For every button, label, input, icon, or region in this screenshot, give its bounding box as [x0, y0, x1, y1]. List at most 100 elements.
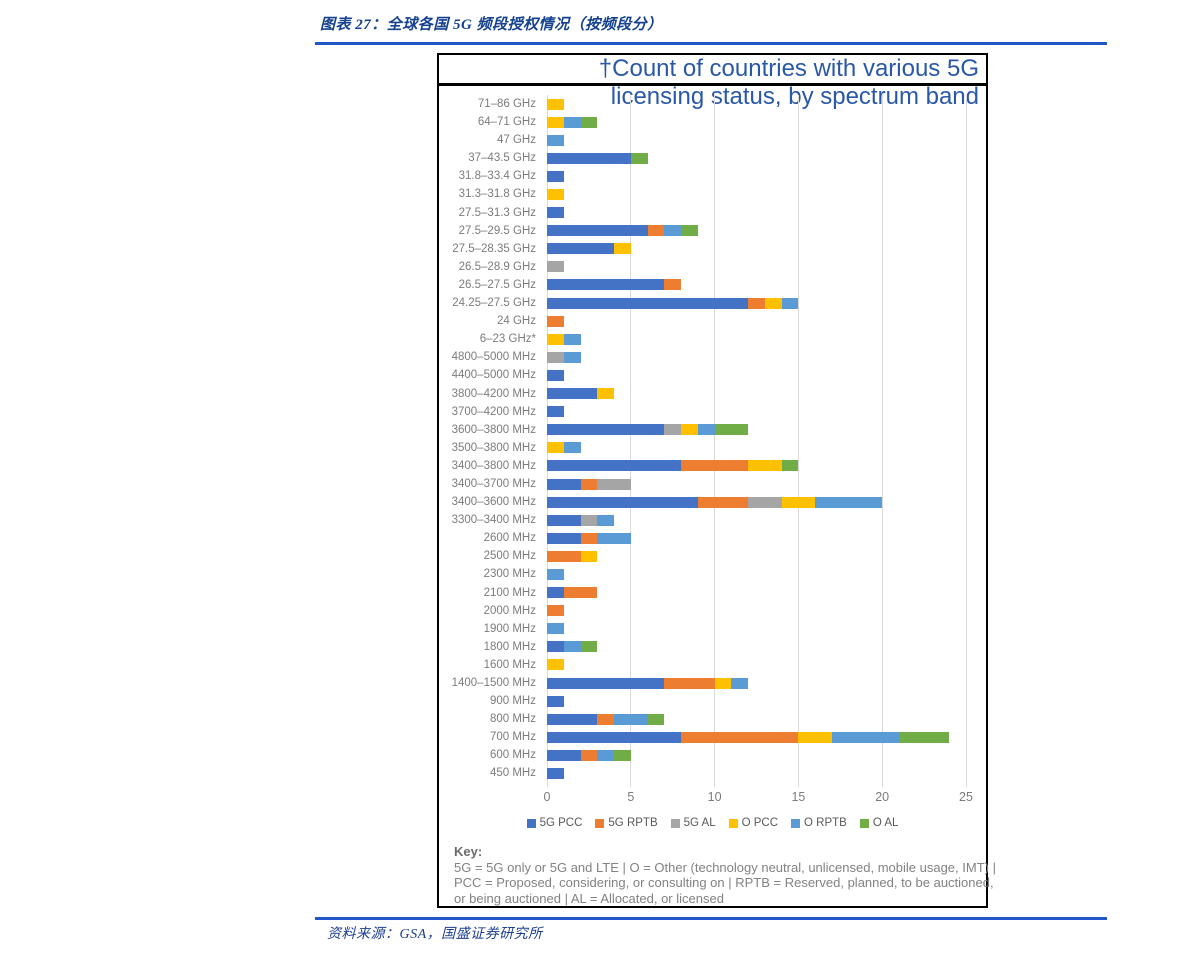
y-axis-label: 3500–3800 MHz — [451, 441, 536, 454]
bar-segment-5g-pcc — [547, 207, 564, 219]
bar-segment-5g-al — [580, 514, 598, 526]
bar-segment-5g-al — [664, 424, 682, 436]
bottom-divider-rule — [315, 917, 1107, 920]
y-axis-label: 3600–3800 MHz — [451, 423, 536, 436]
gridline — [630, 95, 632, 787]
chart-row — [547, 113, 949, 131]
chart-row — [547, 421, 949, 439]
chart-row — [547, 348, 949, 366]
bar-segment-5g-rptb — [547, 315, 564, 327]
bar-segment-o-pcc — [547, 442, 564, 454]
bar-segment-5g-rptb — [580, 532, 598, 544]
chart-row — [547, 185, 949, 203]
chart-row — [547, 511, 949, 529]
chart-row — [547, 602, 949, 620]
legend-swatch — [670, 818, 680, 828]
y-axis-label: 450 MHz — [489, 767, 536, 780]
y-axis-label: 31.8–33.4 GHz — [458, 170, 536, 183]
bar-segment-5g-al — [547, 261, 564, 273]
bar-segment-5g-pcc — [547, 225, 648, 237]
legend-swatch — [791, 818, 801, 828]
chart-row — [547, 674, 949, 692]
bar-segment-5g-al — [547, 351, 564, 363]
chart-row — [547, 258, 949, 276]
bar-segment-o-rptb — [563, 641, 581, 653]
bar-segment-o-rptb — [597, 514, 615, 526]
legend-label: O RPTB — [804, 817, 847, 829]
y-axis-label: 2000 MHz — [483, 604, 536, 617]
chart-panel: †Count of countries with various 5G lice… — [437, 53, 996, 908]
x-axis-ticks: 0 5 10 15 20 25 — [544, 790, 973, 806]
bar-segment-o-rptb — [697, 424, 715, 436]
x-tick-label: 25 — [959, 790, 973, 804]
bar-segment-o-al — [647, 713, 665, 725]
bar-segment-o-pcc — [597, 388, 615, 400]
gridline — [546, 95, 548, 787]
y-axis-label: 2500 MHz — [483, 550, 536, 563]
bar-segment-o-rptb — [597, 749, 615, 761]
chart-row — [547, 276, 949, 294]
chart-row — [547, 529, 949, 547]
bar-segment-5g-rptb — [748, 297, 765, 309]
x-tick-label: 15 — [791, 790, 806, 804]
bar-segment-5g-rptb — [647, 225, 665, 237]
bar-segment-5g-pcc — [547, 768, 564, 780]
chart-row — [547, 294, 949, 312]
bar-segment-o-rptb — [563, 116, 581, 128]
bar-segment-o-rptb — [563, 442, 581, 454]
bar-segment-5g-rptb — [547, 550, 581, 562]
gridline — [714, 95, 716, 787]
legend-label: O AL — [872, 817, 899, 829]
bar-segment-5g-pcc — [547, 297, 749, 309]
bar-segment-5g-pcc — [547, 641, 564, 653]
bar-segment-o-pcc — [547, 98, 564, 110]
chart-row — [547, 167, 949, 185]
bar-segment-o-rptb — [614, 713, 648, 725]
bar-segment-o-al — [898, 731, 950, 743]
bar-segment-o-rptb — [597, 532, 631, 544]
legend-label: 5G PCC — [539, 817, 583, 829]
legend-item: 5G AL — [670, 817, 716, 829]
bar-segment-5g-pcc — [547, 587, 564, 599]
y-axis-label: 3700–4200 MHz — [451, 405, 536, 418]
chart-row — [547, 584, 949, 602]
bar-segment-o-al — [580, 116, 598, 128]
chart-row — [547, 312, 949, 330]
gridline — [965, 95, 967, 787]
chart-row — [547, 728, 950, 746]
chart-row — [547, 746, 949, 764]
bar-segment-o-pcc — [614, 243, 631, 255]
y-axis-label: 1900 MHz — [483, 622, 536, 635]
y-axis-label: 24 GHz — [497, 315, 536, 328]
bar-segment-o-rptb — [781, 297, 799, 309]
y-axis-label: 27.5–31.3 GHz — [458, 206, 536, 219]
bar-segment-5g-rptb — [664, 279, 682, 291]
bar-segment-5g-pcc — [547, 496, 698, 508]
bar-segment-o-al — [614, 749, 631, 761]
y-axis-label: 3300–3400 MHz — [451, 514, 536, 527]
legend-item: O AL — [859, 817, 899, 829]
bar-segment-5g-rptb — [580, 749, 598, 761]
y-axis-label: 1400–1500 MHz — [451, 677, 536, 689]
y-axis-label: 3400–3700 MHz — [451, 477, 536, 490]
bar-segment-5g-al — [597, 478, 631, 490]
chart-row — [547, 240, 949, 258]
bar-segment-5g-pcc — [547, 677, 665, 689]
bar-segment-o-rptb — [547, 134, 564, 146]
chart-title-line1: †Count of countries with various 5G — [598, 55, 979, 82]
bar-segment-o-rptb — [815, 496, 883, 508]
gridline — [797, 95, 799, 787]
chart-title-line2: licensing status, by spectrum band — [610, 83, 979, 110]
bar-segment-o-rptb — [563, 351, 581, 363]
bar-segment-5g-rptb — [697, 496, 749, 508]
chart-row — [547, 565, 949, 583]
y-axis-label: 71–86 GHz — [477, 98, 536, 110]
chart-row — [547, 149, 949, 167]
bar-segment-5g-pcc — [547, 152, 631, 164]
legend-item: 5G PCC — [526, 817, 583, 829]
chart-row — [547, 475, 949, 493]
bar-segment-5g-pcc — [547, 279, 665, 291]
y-axis-label: 3400–3600 MHz — [451, 496, 536, 509]
y-axis-label: 600 MHz — [489, 749, 536, 762]
top-divider-rule — [315, 42, 1107, 45]
